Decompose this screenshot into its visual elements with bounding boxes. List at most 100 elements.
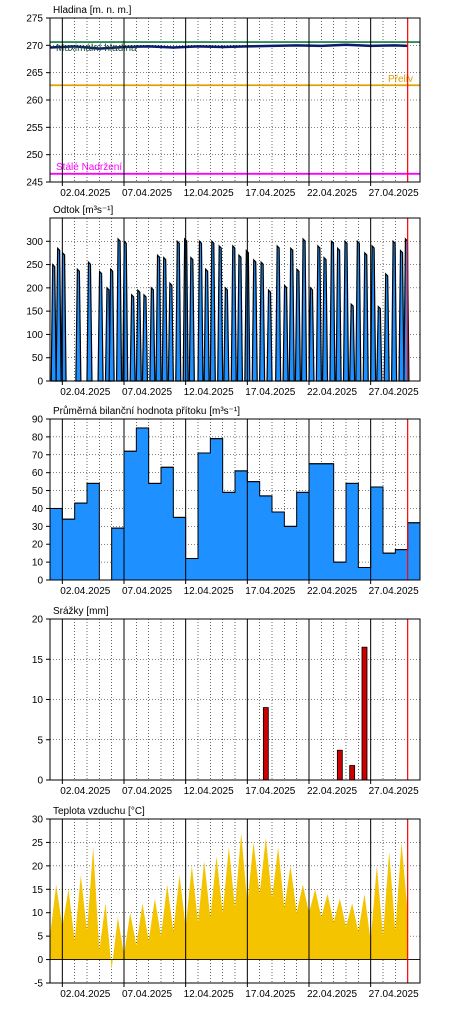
odtok-spike: [197, 239, 204, 382]
y-tick-label: 80: [32, 432, 44, 443]
teplota-area: [50, 833, 408, 969]
odtok-spike: [135, 288, 142, 382]
odtok-spike: [122, 239, 129, 382]
y-tick-label: 50: [32, 353, 44, 364]
odtok-spike: [335, 246, 342, 382]
x-tick-label: 12.04.2025: [184, 786, 234, 797]
y-tick-label: 40: [32, 504, 44, 515]
odtok-spike: [149, 286, 156, 382]
plot-area: [50, 619, 420, 780]
y-tick-label: 30: [32, 815, 44, 826]
y-tick-label: 0: [37, 576, 43, 587]
x-tick-label: 02.04.2025: [60, 387, 110, 398]
y-tick-label: 50: [32, 486, 44, 497]
odtok-spike: [308, 286, 315, 382]
x-tick-label: 27.04.2025: [369, 387, 419, 398]
chart-panel-odtok: Odtok [m³s⁻¹] 0 50 100 150 200 250 300 02.04.202…: [26, 205, 421, 398]
odtok-spike: [55, 246, 62, 382]
plot-frame: [49, 217, 421, 382]
x-tick-label: 02.04.2025: [60, 989, 110, 1000]
chart-panel-hladina: Hladina [m. n. m.] Maximální hladina Přeli…: [26, 5, 421, 199]
x-tick-label: 27.04.2025: [369, 786, 419, 797]
odtok-spike: [236, 253, 244, 382]
odtok-spike: [321, 256, 329, 382]
x-tick-label: 12.04.2025: [184, 387, 234, 398]
x-tick-label: 02.04.2025: [60, 586, 110, 597]
y-tick-label: 20: [32, 615, 44, 626]
y-tick-label: 270: [26, 41, 43, 52]
series-line-hladina: [49, 43, 408, 50]
y-tick-label: 0: [37, 955, 43, 966]
odtok-spike: [342, 239, 350, 382]
x-tick-label: 12.04.2025: [184, 586, 234, 597]
odtok-spike: [370, 244, 377, 382]
odtok-spike: [115, 237, 123, 382]
y-tick-label: 0: [37, 377, 43, 388]
y-tick-label: 90: [32, 415, 44, 426]
y-tick-label: 15: [32, 885, 44, 896]
odtok-spike: [259, 260, 266, 382]
odtok-spike: [390, 239, 398, 382]
y-tick-label: 10: [32, 908, 44, 919]
reference-label-prev: Přeliv: [388, 74, 413, 85]
y-tick-label: 150: [26, 307, 43, 318]
y-tick-label: 15: [32, 655, 44, 666]
odtok-spike: [349, 302, 356, 382]
chart-ylabel-hladina: Hladina [m. n. m.]: [53, 5, 132, 16]
x-tick-label: 12.04.2025: [184, 989, 234, 1000]
y-tick-label: 275: [26, 14, 43, 25]
odtok-spike: [300, 237, 308, 382]
x-tick-label: 07.04.2025: [122, 387, 172, 398]
x-tick-label: 07.04.2025: [122, 989, 172, 1000]
y-tick-label: 60: [32, 468, 44, 479]
plot-frame: [49, 418, 421, 581]
odtok-spike: [288, 246, 295, 382]
odtok-spike: [275, 244, 282, 382]
odtok-spike: [188, 256, 195, 382]
x-tick-label: 17.04.2025: [245, 188, 295, 199]
y-tick-label: 250: [26, 150, 43, 161]
y-tick-label: 5: [37, 735, 43, 746]
y-tick-label: 5: [37, 932, 43, 943]
y-tick-label: 300: [26, 237, 43, 248]
odtok-spike: [50, 263, 57, 382]
y-tick-label: -5: [34, 979, 43, 990]
x-tick-label: 17.04.2025: [245, 786, 295, 797]
reference-label-stale: Stálé Nadržení: [56, 162, 122, 173]
odtok-spike: [129, 293, 136, 382]
x-tick-label: 22.04.2025: [307, 989, 357, 1000]
srazky-bar: [336, 749, 343, 781]
srazky-bar: [361, 646, 368, 781]
x-tick-label: 27.04.2025: [369, 586, 419, 597]
odtok-spike: [217, 244, 224, 382]
x-tick-label: 17.04.2025: [245, 387, 295, 398]
chart-panel-bilancni: Průměrná bilanční hodnota přítoku [m³s⁻¹…: [32, 405, 421, 597]
y-tick-label: 10: [32, 558, 44, 569]
chart-ylabel-srazky: Srážky [mm]: [53, 606, 109, 617]
y-tick-label: 200: [26, 283, 43, 294]
odtok-spike: [167, 281, 174, 382]
x-tick-label: 02.04.2025: [60, 188, 110, 199]
odtok-spike: [209, 239, 216, 382]
odtok-spike: [75, 267, 82, 382]
x-tick-label: 22.04.2025: [307, 188, 357, 199]
x-tick-label: 27.04.2025: [369, 188, 419, 199]
odtok-spike: [141, 293, 149, 382]
odtok-spike: [383, 272, 390, 382]
x-tick-label: 22.04.2025: [307, 387, 357, 398]
odtok-spike: [86, 260, 93, 382]
y-tick-label: 25: [32, 838, 44, 849]
x-tick-label: 12.04.2025: [184, 188, 234, 199]
x-tick-label: 07.04.2025: [122, 786, 172, 797]
x-tick-label: 07.04.2025: [122, 586, 172, 597]
y-tick-label: 245: [26, 178, 43, 189]
odtok-spike: [376, 305, 383, 382]
chart-ylabel-bilancni: Průměrná bilanční hodnota přítoku [m³s⁻¹…: [53, 405, 240, 417]
odtok-spike: [251, 258, 258, 382]
x-tick-label: 02.04.2025: [60, 786, 110, 797]
y-tick-label: 260: [26, 96, 43, 107]
x-tick-label: 17.04.2025: [245, 989, 295, 1000]
y-tick-label: 250: [26, 260, 43, 271]
odtok-spike: [398, 249, 405, 382]
odtok-spike: [266, 288, 273, 382]
